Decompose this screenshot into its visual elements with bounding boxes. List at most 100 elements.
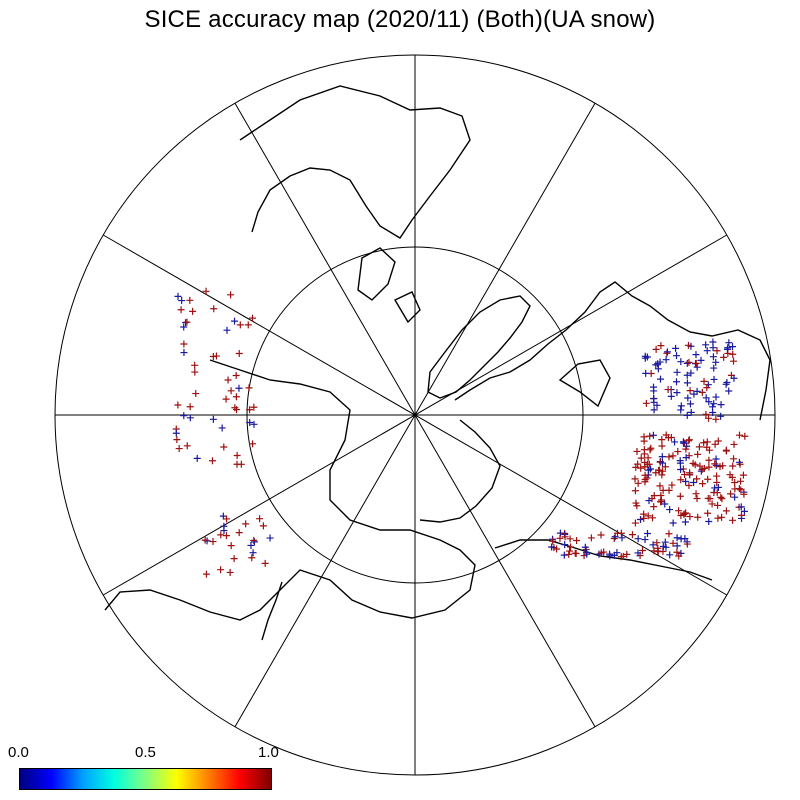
accuracy-marker	[685, 437, 693, 445]
accuracy-marker	[685, 358, 693, 366]
accuracy-marker	[694, 513, 702, 521]
accuracy-marker	[173, 436, 181, 444]
accuracy-marker	[682, 454, 690, 462]
accuracy-marker	[682, 445, 690, 453]
accuracy-marker	[700, 439, 708, 447]
coastlines	[104, 85, 771, 641]
accuracy-marker	[642, 399, 650, 407]
accuracy-marker	[619, 552, 627, 560]
accuracy-marker	[709, 409, 717, 417]
accuracy-marker	[718, 513, 726, 521]
accuracy-marker	[201, 536, 209, 544]
accuracy-marker	[249, 440, 257, 448]
accuracy-marker	[180, 340, 188, 348]
accuracy-marker	[645, 497, 653, 505]
accuracy-marker	[705, 463, 713, 471]
accuracy-marker	[705, 414, 713, 422]
accuracy-marker	[705, 517, 713, 525]
accuracy-marker	[657, 498, 665, 506]
map-title: SICE accuracy map (2020/11) (Both)(UA sn…	[144, 6, 656, 33]
accuracy-marker	[712, 358, 720, 366]
accuracy-marker	[232, 371, 240, 379]
accuracy-marker	[658, 471, 666, 479]
accuracy-marker	[668, 481, 676, 489]
accuracy-marker	[202, 570, 210, 578]
accuracy-marker	[652, 345, 660, 353]
accuracy-marker	[634, 479, 642, 487]
accuracy-marker	[682, 477, 690, 485]
accuracy-marker	[662, 356, 670, 364]
accuracy-marker	[631, 487, 639, 495]
accuracy-marker	[232, 393, 240, 401]
accuracy-marker	[737, 477, 745, 485]
accuracy-marker	[708, 500, 716, 508]
colorbar	[19, 768, 272, 790]
accuracy-marker	[639, 547, 647, 555]
accuracy-marker	[650, 406, 658, 414]
accuracy-marker	[669, 539, 677, 547]
accuracy-marker	[256, 515, 264, 523]
accuracy-marker	[549, 537, 557, 545]
accuracy-marker	[658, 436, 666, 444]
accuracy-marker	[692, 359, 700, 367]
accuracy-marker	[657, 342, 665, 350]
accuracy-marker	[735, 485, 743, 493]
accuracy-marker	[650, 398, 658, 406]
accuracy-marker	[248, 554, 256, 562]
accuracy-marker	[643, 530, 651, 538]
accuracy-marker	[634, 549, 642, 557]
accuracy-marker	[687, 369, 695, 377]
accuracy-marker	[730, 440, 738, 448]
accuracy-marker	[180, 323, 188, 331]
accuracy-marker	[649, 541, 657, 549]
accuracy-marker	[242, 520, 250, 528]
accuracy-marker	[573, 537, 581, 545]
accuracy-marker	[659, 486, 667, 494]
accuracy-marker	[697, 356, 705, 364]
accuracy-marker	[656, 482, 664, 490]
accuracy-marker	[623, 550, 631, 558]
accuracy-marker	[209, 538, 217, 546]
accuracy-marker	[561, 533, 569, 541]
accuracy-marker	[572, 550, 580, 558]
accuracy-marker	[719, 462, 727, 470]
accuracy-marker	[693, 363, 701, 371]
accuracy-marker	[673, 352, 681, 360]
accuracy-marker	[705, 446, 713, 454]
accuracy-marker	[565, 550, 573, 558]
accuracy-marker	[665, 486, 673, 494]
accuracy-marker	[687, 408, 695, 416]
accuracy-marker	[722, 507, 730, 515]
accuracy-marker	[230, 555, 238, 563]
accuracy-marker	[725, 339, 733, 347]
accuracy-marker	[737, 511, 745, 519]
accuracy-marker	[247, 541, 255, 549]
accuracy-marker	[657, 375, 665, 383]
accuracy-marker	[739, 471, 747, 479]
accuracy-marker	[711, 460, 719, 468]
accuracy-marker	[233, 452, 241, 460]
accuracy-marker	[646, 432, 654, 440]
accuracy-marker	[191, 368, 199, 376]
accuracy-marker	[261, 559, 269, 567]
accuracy-marker	[597, 549, 605, 557]
accuracy-marker	[690, 479, 698, 487]
accuracy-marker	[610, 535, 618, 543]
accuracy-marker	[566, 535, 574, 543]
accuracy-marker	[714, 483, 722, 491]
accuracy-marker	[222, 532, 230, 540]
accuracy-marker	[702, 410, 710, 418]
accuracy-marker	[208, 457, 216, 465]
accuracy-marker	[673, 542, 681, 550]
accuracy-marker	[723, 345, 731, 353]
accuracy-marker	[174, 292, 182, 300]
colorbar-max-label: 1.0	[258, 744, 279, 761]
accuracy-marker	[677, 511, 685, 519]
accuracy-marker	[665, 530, 673, 538]
accuracy-marker	[186, 414, 194, 422]
accuracy-marker	[650, 492, 658, 500]
accuracy-marker	[667, 392, 675, 400]
coastline-svalbard	[357, 247, 421, 324]
coastline-europe	[239, 85, 471, 239]
accuracy-marker	[703, 384, 711, 392]
